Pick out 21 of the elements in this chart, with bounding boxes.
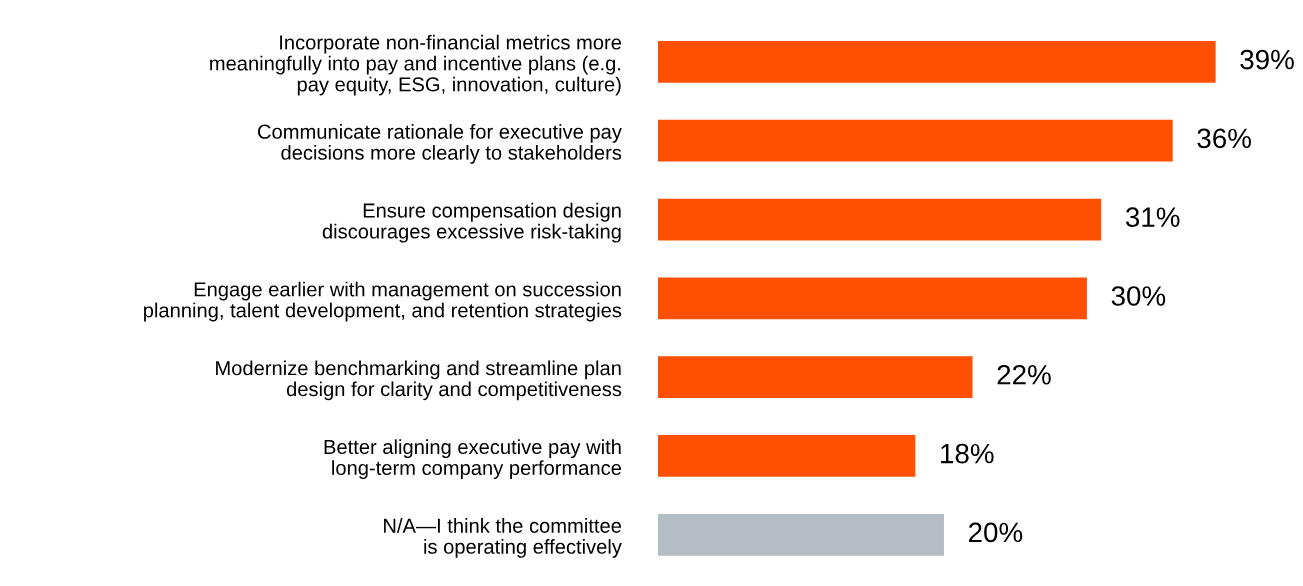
data-label: 31% <box>1125 207 1180 227</box>
bar <box>658 435 916 477</box>
data-label: 30% <box>1111 286 1166 306</box>
y-tick-label: N/A—I think the committee is operating effectively <box>384 518 622 558</box>
y-tick-label: Ensure compensation design discourages excessive risk-taking <box>322 202 621 243</box>
data-label: 18% <box>941 443 994 464</box>
y-tick-label: Incorporate non-financial metrics more meaningfully into pay and incentive plans (e.g. pay equity, ESG, innovation, culture) <box>210 34 622 96</box>
bar <box>658 198 1102 241</box>
data-label: 20% <box>968 522 1023 543</box>
y-tick-label: Communicate rationale for executive pay decisions more clearly to stakeholders <box>258 124 622 164</box>
data-label: 36% <box>1197 128 1251 149</box>
data-label: 39% <box>1240 49 1294 70</box>
y-tick-label: Engage earlier with management on succession planning, talent development, and retention strategies <box>144 281 622 322</box>
bar <box>658 513 944 556</box>
bar <box>658 119 1173 162</box>
data-label: 22% <box>997 364 1051 385</box>
bar <box>658 41 1216 83</box>
bar <box>658 277 1087 320</box>
bar <box>658 356 973 399</box>
y-tick-label: Better aligning executive pay with long-term company performance <box>324 439 622 480</box>
y-tick-label: Modernize benchmarking and streamline plan design for clarity and competitiveness <box>216 360 622 401</box>
